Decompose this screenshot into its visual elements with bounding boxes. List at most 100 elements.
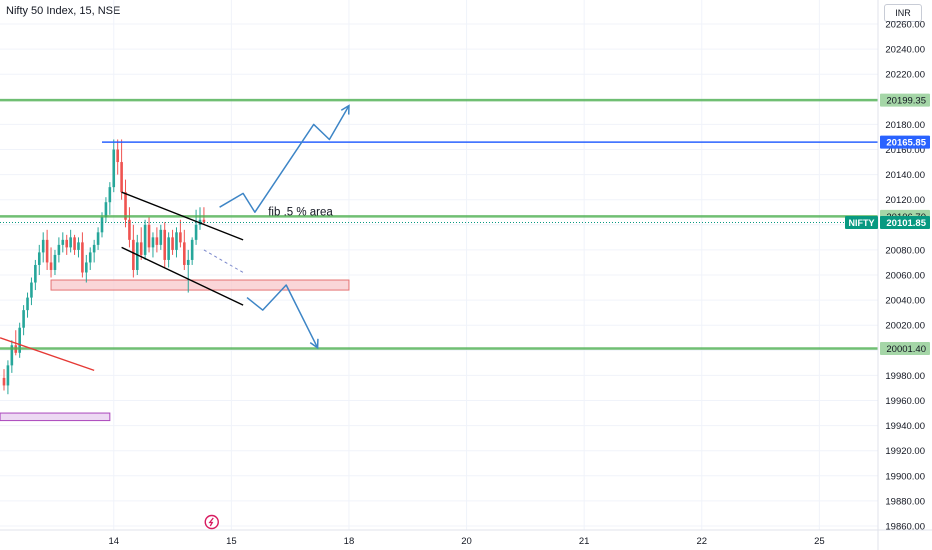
candle-body [92,244,96,253]
candle-body [49,262,53,270]
y-tick-label: 19980.00 [885,371,925,382]
candle-body [45,239,49,263]
support-tag-bg [880,342,930,356]
y-tick-label: 20180.00 [885,120,925,131]
x-tick-label: 21 [579,536,590,547]
symbol-tag: NIFTY [849,218,875,228]
y-tick-label: 19940.00 [885,421,925,432]
candle-body [100,217,104,233]
candle-body [10,345,14,366]
candle-body [143,224,147,255]
candle-body [57,244,61,255]
candle-body [175,232,178,250]
candle-body [171,237,174,250]
candle-body [190,239,194,260]
candle-body [85,262,88,273]
candle-body [34,264,37,283]
candle-body [151,237,155,248]
projection-down-arrowhead [309,338,319,350]
channel-extension [203,249,244,273]
y-tick-label: 20220.00 [885,70,925,81]
candle-body [65,239,69,248]
x-tick-label: 25 [814,536,825,547]
y-tick-label: 20240.00 [885,45,925,56]
candle-body [124,192,127,220]
channel-upper [121,191,244,241]
projection-up-path [219,105,350,213]
candle-body [108,187,112,203]
candle-body [120,162,123,193]
candle-body [128,219,131,240]
y-tick-label: 20260.00 [885,20,925,31]
candle-body [167,237,170,260]
y-tick-label: 19880.00 [885,496,925,507]
chart-title: Nifty 50 Index, 15, NSE [6,5,121,17]
candle-body [61,239,65,245]
currency-button[interactable]: INR [884,4,922,22]
candle-body [22,310,25,328]
y-tick-label: 20040.00 [885,296,925,307]
x-tick-label: 15 [226,536,237,547]
projection-down-path [246,284,319,349]
candle-body [41,239,45,253]
candle-body [112,149,116,188]
candle-body [18,327,21,353]
candle-body [132,239,135,270]
candle-body [81,242,84,273]
resistance-tag: 20199.35 [886,96,926,107]
y-tick-label: 19860.00 [885,522,925,533]
candle-body [155,237,159,245]
drawings: fib .5 % area [0,98,878,372]
candle-body [88,252,92,263]
symbol-tag-bg [845,215,878,229]
candle-body [179,232,182,243]
resistance-tag-bg [880,93,930,107]
swing-high-tag: 20165.85 [886,138,926,149]
last-price-tag: 20101.85 [886,218,926,229]
channel-lower [121,246,244,306]
lower-zone [0,412,111,422]
annotation-fib-label: fib .5 % area [268,206,333,218]
candle-body [26,297,29,311]
y-tick-label: 19920.00 [885,446,925,457]
x-tick-label: 20 [461,536,472,547]
candle-body [159,229,163,245]
candle-body [104,202,108,218]
y-tick-label: 20160.00 [885,145,925,156]
candle-body [77,242,80,250]
x-tick-label: 22 [696,536,707,547]
candles [2,139,206,395]
grid [0,0,878,530]
candle-body [2,377,6,386]
y-tick-label: 20060.00 [885,271,925,282]
x-tick-label: 14 [108,536,119,547]
last-price-tag-bg [880,215,930,229]
candle-body [53,254,57,270]
candle-body [163,229,167,260]
candle-body [37,252,41,265]
x-tick-label: 18 [344,536,355,547]
candle-body [186,259,190,265]
candle-body [135,242,139,270]
y-tick-label: 19960.00 [885,396,925,407]
y-tick-label: 20080.00 [885,245,925,256]
candle-body [69,237,72,248]
y-tick-label: 19900.00 [885,471,925,482]
candle-body [194,224,198,240]
trendline [0,337,95,372]
candle-body [116,149,119,163]
candle-body [30,282,33,298]
y-tick-label: 20120.00 [885,195,925,206]
projection-up-arrowhead [340,104,350,115]
y-tick-label: 20140.00 [885,170,925,181]
candle-body [202,219,206,223]
candle-body [147,224,151,248]
lightning-icon [208,517,214,527]
swing-high-tag-bg [880,135,930,149]
candle-body [183,242,186,265]
candle-body [96,232,100,245]
candle-body [6,365,10,386]
support-tag: 20001.40 [886,344,926,355]
